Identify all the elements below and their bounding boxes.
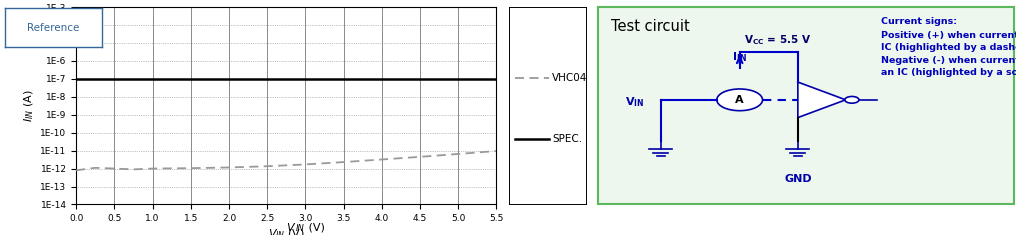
- Text: VHC04: VHC04: [552, 73, 587, 83]
- Text: $\mathbf{V_{CC}}$ = 5.5 V: $\mathbf{V_{CC}}$ = 5.5 V: [744, 33, 811, 47]
- Text: $\mathbf{V_{IN}}$: $\mathbf{V_{IN}}$: [625, 95, 644, 109]
- Text: Positive (+) when current flows into an
IC (highlighted by a dashed line)
Negati: Positive (+) when current flows into an …: [881, 31, 1016, 77]
- Circle shape: [845, 97, 859, 103]
- Text: V: V: [285, 223, 294, 233]
- X-axis label: $V_{IN}$ (V): $V_{IN}$ (V): [268, 227, 305, 235]
- Text: $\mathbf{I_{IN}}$: $\mathbf{I_{IN}}$: [733, 51, 747, 64]
- Text: GND: GND: [784, 174, 812, 184]
- Circle shape: [717, 89, 763, 111]
- Text: SPEC.: SPEC.: [552, 134, 582, 144]
- Polygon shape: [798, 82, 845, 118]
- Text: Test circuit: Test circuit: [611, 19, 690, 34]
- Y-axis label: $I_{IN}$ (A): $I_{IN}$ (A): [22, 90, 37, 122]
- Text: A: A: [736, 95, 744, 105]
- Text: Current signs:: Current signs:: [881, 17, 957, 26]
- Text: IN: IN: [296, 224, 305, 233]
- Text: (V): (V): [305, 223, 325, 233]
- Text: Reference: Reference: [27, 23, 79, 33]
